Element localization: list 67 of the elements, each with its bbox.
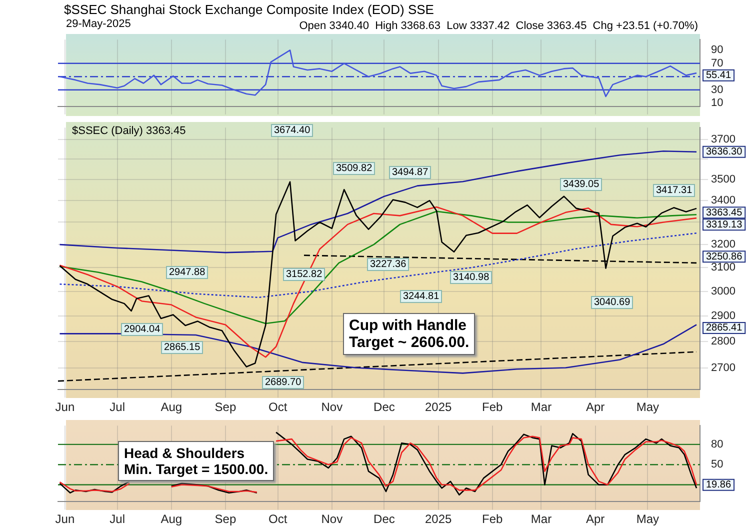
annotation: 3417.31 [653,184,696,197]
annotation: 55.41 [706,70,732,82]
y-tick-label: 3700 [711,133,736,146]
annotation: 2947.88 [166,266,208,279]
annotation: 19.86 [706,480,732,491]
x-tick-label: Nov [321,512,343,526]
x-tick-label: Mar [530,400,552,414]
annotation: 3227.36 [367,258,410,271]
annotation: 3509.82 [333,162,376,175]
annotation: 3319.13 [706,219,743,230]
x-tick-label: Dec [374,400,395,414]
y-tick-label: 3200 [711,238,736,251]
x-tick-label: Jul [110,512,125,526]
text: Open 3340.40 High 3368.63 Low 3337.42 Close 3363.45 Chg +23.51 (+0.70%) [299,20,698,32]
annotation: 3674.40 [271,124,314,137]
x-tick-label: Apr [586,400,605,414]
x-tick-label: Dec [374,512,395,526]
y-tick-label: 3000 [711,285,736,298]
x-tick-label: Oct [268,400,288,414]
x-tick-label: Aug [160,512,182,526]
x-tick-label: Nov [321,400,343,414]
annotation: $SSEC (Daily) 3363.45 [72,125,186,137]
x-tick-label: Apr [586,512,605,526]
x-tick-label: Mar [530,512,552,526]
y-tick-label: 2800 [711,335,736,348]
x-tick-label: Jul [110,400,125,414]
annotation: 3152.82 [283,268,326,281]
x-tick-label: 2025 [424,512,452,526]
y-tick-label: 2900 [711,310,736,322]
x-tick-label: Sep [214,512,236,526]
y-tick-label: 50 [711,458,724,471]
annotation: 2865.41 [706,322,743,334]
y-tick-label: 80 [711,438,724,450]
chart-title: $SSEC Shanghai Stock Exchange Composite Index (EOD) SSE [64,2,434,17]
annotation: 2865.15 [161,341,204,354]
y-tick-label: 90 [711,44,724,56]
annotation: 3244.81 [400,290,442,303]
x-tick-label: Aug [160,400,182,414]
y-tick-label: 2700 [711,362,736,374]
annotation: Cup with Handle Target ~ 2606.00. [343,313,476,355]
x-tick-label: May [636,400,659,414]
line-series [59,232,698,298]
annotation: 2904.04 [121,323,164,336]
x-tick-label: Sep [214,400,236,414]
y-tick-label: 3100 [711,262,736,274]
x-tick-label: Feb [482,512,504,526]
x-tick-label: Jun [55,512,75,526]
x-tick-label: Jun [55,400,75,414]
chart-subtitle: 29-May-2025 [66,18,131,30]
annotation: 3636.30 [706,146,743,158]
annotation: 3040.69 [591,296,634,309]
annotation: 3140.98 [450,271,492,284]
annotation: 3363.45 [706,207,743,218]
x-tick-label: Oct [268,512,288,526]
annotation: 3494.87 [389,166,432,179]
x-tick-label: 2025 [424,400,452,414]
y-tick-label: 3400 [711,194,736,207]
annotation: 2689.70 [262,376,304,389]
x-tick-label: May [636,512,659,526]
y-tick-label: 30 [711,84,724,96]
annotation: 3250.86 [706,251,743,262]
y-tick-label: 10 [711,97,724,110]
y-tick-label: 70 [711,57,724,70]
annotation: 3439.05 [560,178,602,191]
annotation: Head & Shoulders Min. Target = 1500.00. [118,441,274,481]
x-tick-label: Feb [482,400,504,414]
y-tick-label: 3500 [711,174,736,186]
